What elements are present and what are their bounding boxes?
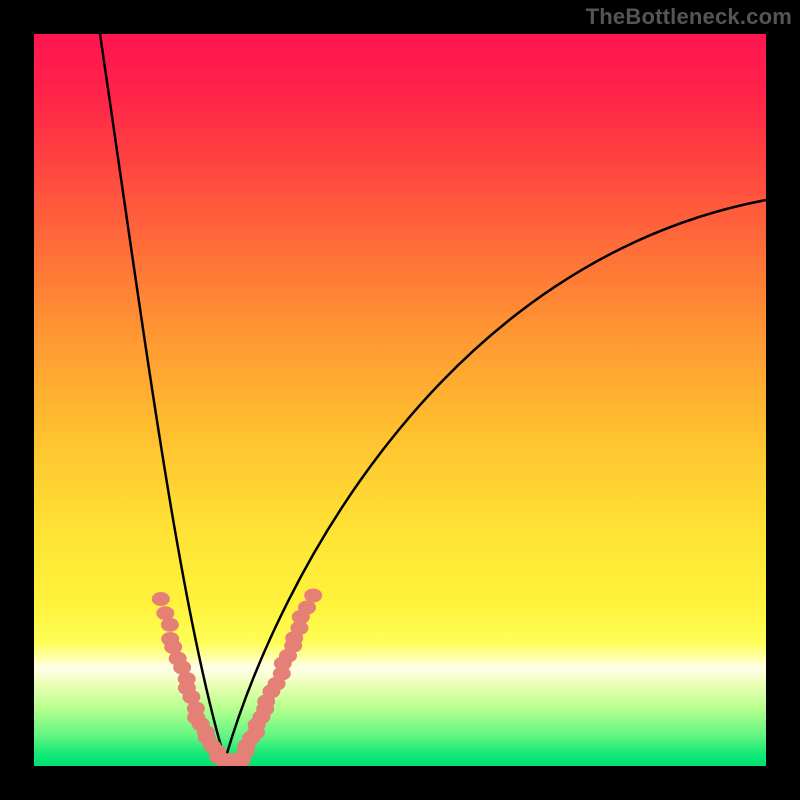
plot-background <box>34 34 766 766</box>
data-marker <box>152 592 170 606</box>
data-marker <box>298 601 316 615</box>
watermark-text: TheBottleneck.com <box>586 4 792 30</box>
chart-container: TheBottleneck.com <box>0 0 800 800</box>
data-marker <box>161 618 179 632</box>
bottleneck-chart <box>0 0 800 800</box>
data-marker <box>304 589 322 603</box>
